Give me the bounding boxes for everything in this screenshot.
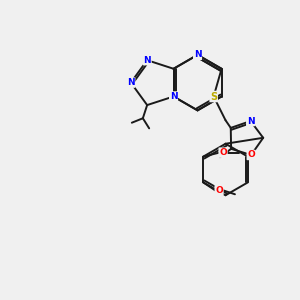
Text: N: N [247,117,254,126]
Text: O: O [215,186,223,195]
Text: N: N [194,50,201,59]
Text: N: N [143,56,151,65]
Text: N: N [170,92,177,101]
Text: O: O [219,148,227,157]
Text: S: S [210,92,217,101]
Text: O: O [247,151,255,160]
Text: N: N [127,78,135,87]
